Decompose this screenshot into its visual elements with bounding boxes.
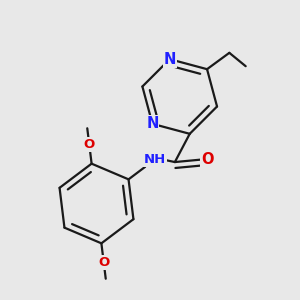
Text: N: N: [164, 52, 176, 67]
Text: O: O: [98, 256, 110, 269]
Text: O: O: [84, 138, 95, 151]
Text: O: O: [201, 152, 214, 166]
Text: NH: NH: [143, 153, 166, 166]
Text: N: N: [146, 116, 159, 131]
